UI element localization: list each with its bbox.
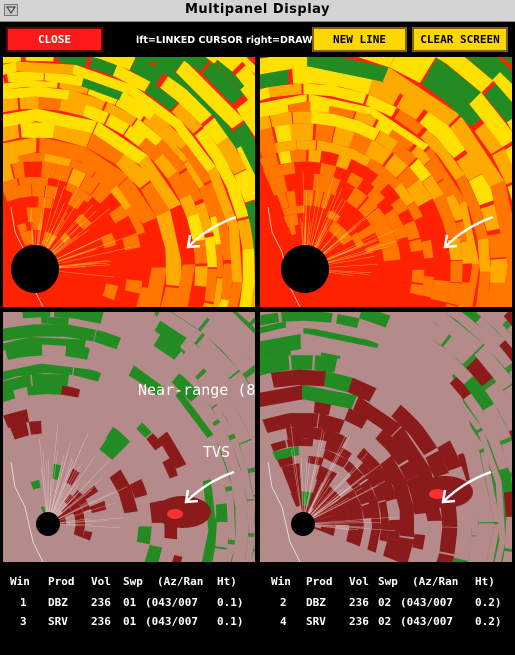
window-menu-button[interactable] — [4, 4, 18, 16]
cell-ht: 0.1) — [217, 615, 244, 628]
col-header-azran: (Az/Ran — [157, 575, 204, 588]
cell-win: 1 — [20, 596, 27, 609]
radar-site-marker — [11, 245, 59, 293]
info-row: 3 SRV 236 01 (043/007 0.1) 4 SRV 236 02 … — [0, 615, 515, 629]
close-button[interactable]: CLOSE — [6, 27, 103, 52]
reflectivity-image — [260, 57, 512, 307]
toolbar: CLOSE lft=LINKED CURSOR right=DRAW NEW L… — [0, 22, 515, 56]
col-header-ht: Ht) — [475, 575, 495, 588]
near-range-annotation: Near-range (8 km) — [138, 381, 255, 399]
radar-bins — [260, 312, 512, 562]
col-header-win: Win — [10, 575, 30, 588]
window-title: Multipanel Display — [184, 2, 331, 17]
cell-azran: (043/007 — [145, 596, 198, 609]
cell-vol: 236 — [349, 615, 369, 628]
radar-site-marker — [281, 245, 329, 293]
cell-swp: 01 — [123, 596, 137, 609]
cell-win: 3 — [20, 615, 27, 628]
cell-vol: 236 — [91, 615, 111, 628]
col-header-azran: (Az/Ran — [412, 575, 459, 588]
col-header-swp: Swp — [123, 575, 143, 588]
cell-vol: 236 — [91, 596, 111, 609]
tvs-annotation: TVS — [203, 443, 231, 461]
arrow-annotation — [186, 215, 237, 249]
cell-azran: (043/007 — [145, 615, 198, 628]
cell-prod: SRV — [306, 615, 326, 628]
cell-ht: 0.2) — [475, 615, 502, 628]
title-bar[interactable]: Multipanel Display — [0, 0, 515, 22]
col-header-vol: Vol — [349, 575, 369, 588]
clear-screen-button[interactable]: CLEAR SCREEN — [412, 27, 508, 52]
cell-win: 2 — [280, 596, 287, 609]
mouse-hint-text: lft=LINKED CURSOR right=DRAW — [136, 35, 313, 46]
cell-ht: 0.2) — [475, 596, 502, 609]
radar-bins — [3, 312, 255, 562]
radar-site-marker — [291, 512, 315, 536]
radar-panel-3[interactable]: Near-range (8 km) TVS — [3, 312, 255, 562]
col-header-swp: Swp — [378, 575, 398, 588]
cell-prod: SRV — [48, 615, 68, 628]
cell-azran: (043/007 — [400, 615, 453, 628]
radar-panel-2[interactable] — [260, 57, 512, 307]
cell-swp: 02 — [378, 615, 392, 628]
cell-vol: 236 — [349, 596, 369, 609]
col-header-win: Win — [271, 575, 291, 588]
radar-panel-1[interactable] — [3, 57, 255, 307]
radar-bins — [3, 57, 255, 307]
radar-panel-4[interactable] — [260, 312, 512, 562]
col-header-ht: Ht) — [217, 575, 237, 588]
arrow-annotation — [184, 470, 235, 504]
cell-azran: (043/007 — [400, 596, 453, 609]
arrow-annotation — [443, 215, 494, 249]
cell-prod: DBZ — [48, 596, 68, 609]
velocity-image — [260, 312, 512, 562]
radar-site-marker — [36, 512, 60, 536]
cell-swp: 02 — [378, 596, 392, 609]
col-header-vol: Vol — [91, 575, 111, 588]
cell-ht: 0.1) — [217, 596, 244, 609]
chevron-down-icon — [6, 6, 16, 14]
cell-prod: DBZ — [306, 596, 326, 609]
reflectivity-image — [3, 57, 255, 307]
cell-swp: 01 — [123, 615, 137, 628]
info-table: Win Prod Vol Swp (Az/Ran Ht) Win Prod Vo… — [0, 565, 515, 655]
info-header-row: Win Prod Vol Swp (Az/Ran Ht) Win Prod Vo… — [0, 575, 515, 589]
col-header-prod: Prod — [48, 575, 75, 588]
col-header-prod: Prod — [306, 575, 333, 588]
new-line-button[interactable]: NEW LINE — [312, 27, 407, 52]
cell-win: 4 — [280, 615, 287, 628]
radar-bins — [260, 57, 512, 307]
arrow-annotation — [441, 470, 492, 504]
info-row: 1 DBZ 236 01 (043/007 0.1) 2 DBZ 236 02 … — [0, 596, 515, 610]
velocity-image — [3, 312, 255, 562]
